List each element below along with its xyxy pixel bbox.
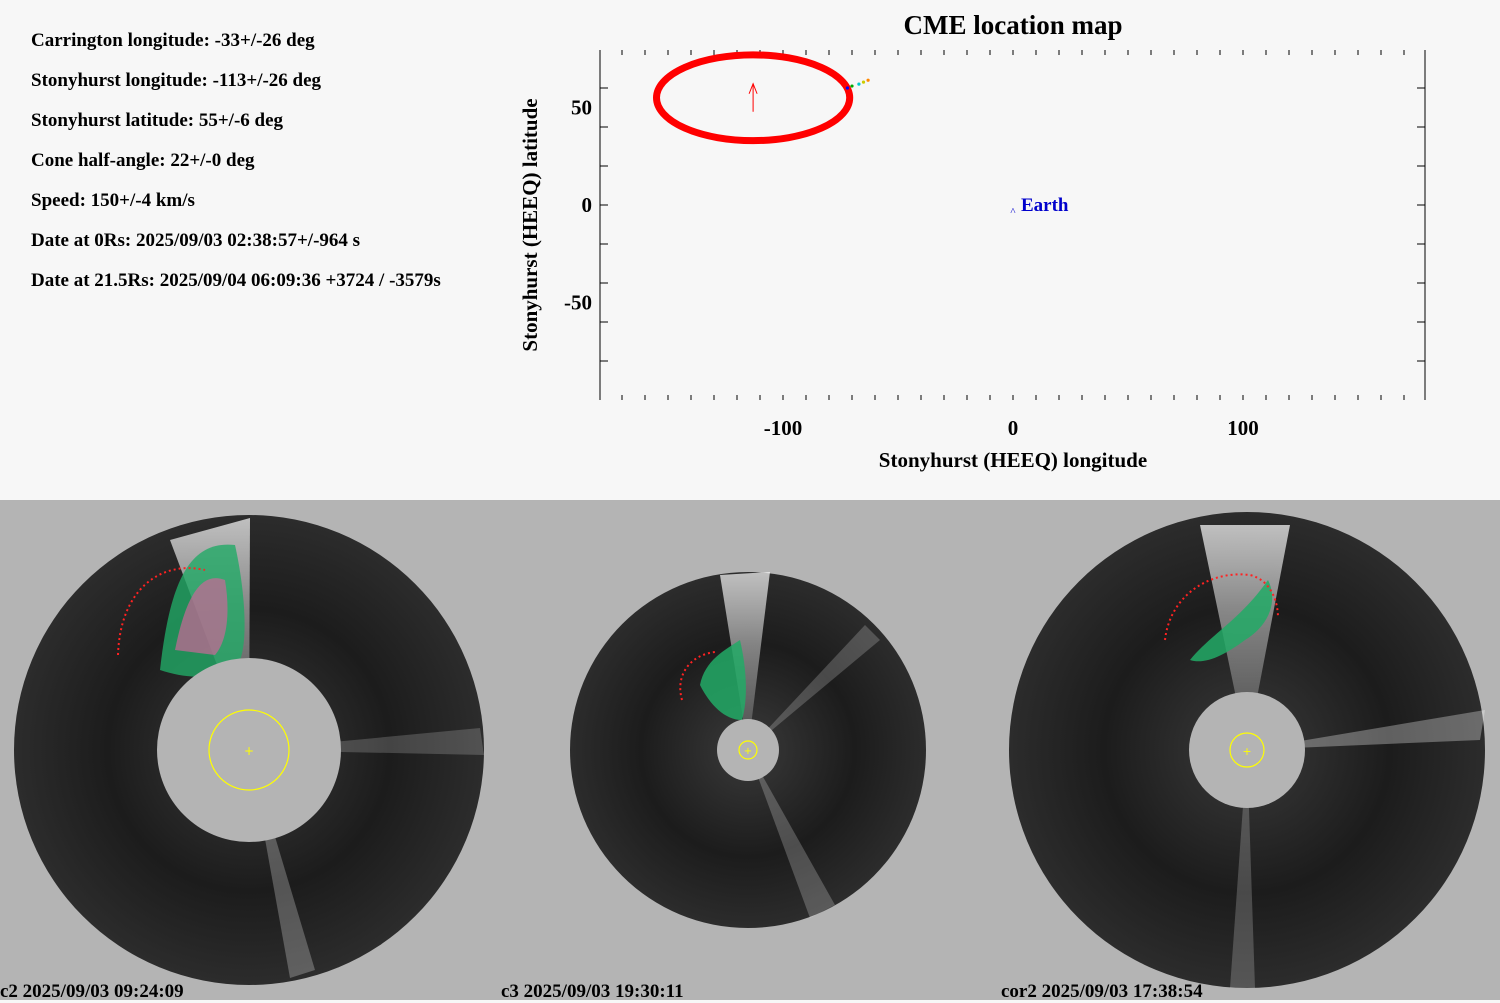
cor2-cme-mask bbox=[1190, 580, 1273, 662]
c3-sun-center: + bbox=[744, 746, 752, 757]
y-tick-label: -50 bbox=[564, 291, 592, 315]
trail-point bbox=[857, 82, 861, 86]
x-minor-ticks bbox=[621, 50, 1405, 400]
earth-label: Earth bbox=[1021, 195, 1069, 216]
cor2-sun-disk bbox=[1229, 732, 1265, 768]
cor2-coronagraph: + bbox=[1009, 512, 1485, 988]
carrington-longitude: Carrington longitude: -33+/-26 deg bbox=[31, 30, 315, 51]
cor2-cme-front-fit bbox=[1164, 573, 1279, 641]
coronagraph-panel: + + + c2 2025/09/03 09:24:09 c3 2025/09/… bbox=[0, 500, 1500, 1002]
speed: Speed: 150+/-4 km/s bbox=[31, 190, 195, 211]
c2-occulter bbox=[157, 658, 341, 842]
y-tick-labels: 50 0 -50 bbox=[564, 96, 592, 315]
cor2-south-streamer bbox=[1230, 750, 1255, 988]
c3-sun-disk bbox=[738, 740, 758, 760]
cme-trail bbox=[845, 78, 870, 90]
c2-caption: c2 2025/09/03 09:24:09 bbox=[0, 981, 184, 1002]
coronagraph-images: + + + bbox=[14, 512, 1485, 988]
y-axis-label: Stonyhurst (HEEQ) latitude bbox=[518, 98, 542, 351]
arrow-head bbox=[748, 82, 758, 94]
location-map-panel: Carrington longitude: -33+/-26 deg Stony… bbox=[0, 0, 1500, 500]
x-tick-label: 0 bbox=[1008, 416, 1019, 440]
cone-half-angle: Cone half-angle: 22+/-0 deg bbox=[31, 150, 255, 171]
c3-occulter bbox=[717, 719, 779, 781]
c2-sun-disk bbox=[208, 709, 290, 791]
stonyhurst-longitude: Stonyhurst longitude: -113+/-26 deg bbox=[31, 70, 322, 91]
cor2-east-streamer bbox=[1247, 710, 1485, 750]
c3-northeast-streamer bbox=[748, 625, 880, 750]
chart-title: CME location map bbox=[904, 10, 1123, 40]
x-tick-label: -100 bbox=[764, 416, 803, 440]
date-at-21-5rs: Date at 21.5Rs: 2025/09/04 06:09:36 +372… bbox=[31, 270, 441, 291]
cme-center-arrow bbox=[748, 82, 758, 112]
c3-cme-mask bbox=[700, 640, 746, 720]
c3-caption: c3 2025/09/03 19:30:11 bbox=[501, 981, 684, 1002]
cme-cone-fit bbox=[653, 51, 854, 145]
trail-point bbox=[850, 84, 854, 88]
date-at-0rs: Date at 0Rs: 2025/09/03 02:38:57+/-964 s bbox=[31, 230, 361, 251]
x-tick-label: 100 bbox=[1227, 416, 1259, 440]
trail-point bbox=[861, 80, 866, 84]
y-tick-label: 0 bbox=[582, 193, 593, 217]
trail-point bbox=[845, 86, 850, 90]
y-tick-label: 50 bbox=[571, 96, 592, 120]
c2-coronagraph: + bbox=[14, 515, 484, 985]
c2-cme-core bbox=[175, 578, 228, 655]
c3-cme-front-fit bbox=[679, 651, 716, 701]
x-tick-labels: -100 0 100 bbox=[764, 416, 1259, 440]
c3-bright-streamer bbox=[720, 572, 770, 750]
cme-location-chart: CME location map -100 0 100 50 0 -50 Stonyhu… bbox=[518, 10, 1426, 472]
cor2-occulter bbox=[1189, 692, 1305, 808]
trail-point bbox=[866, 78, 870, 82]
c3-coronagraph: + bbox=[570, 572, 926, 928]
y-major-ticks bbox=[600, 87, 1425, 362]
cor2-sun-center: + bbox=[1242, 745, 1251, 758]
earth-marker: ^ bbox=[1010, 206, 1016, 218]
c2-sun-center: + bbox=[244, 744, 254, 758]
cor2-caption: cor2 2025/09/03 17:38:54 bbox=[1001, 981, 1203, 1002]
x-axis-label: Stonyhurst (HEEQ) longitude bbox=[879, 448, 1147, 472]
stonyhurst-latitude: Stonyhurst latitude: 55+/-6 deg bbox=[31, 110, 284, 131]
c2-cme-front-fit bbox=[117, 567, 206, 656]
c3-south-streamer bbox=[748, 750, 835, 918]
